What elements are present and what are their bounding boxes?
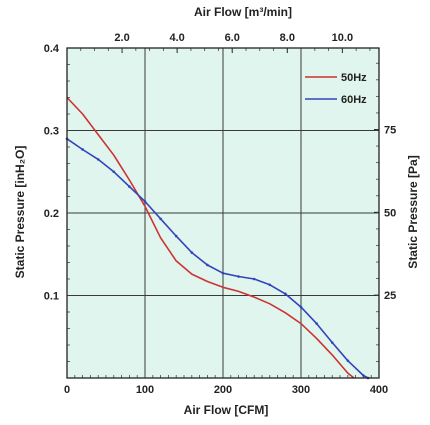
right-tick-label: 50	[384, 207, 396, 219]
series-point-60hz	[346, 359, 350, 362]
x-tick-label: 0	[64, 384, 70, 396]
right-tick-label: 25	[384, 290, 396, 302]
series-point-60hz	[128, 185, 131, 188]
x-tick-label: 300	[292, 384, 310, 396]
series-point-60hz	[96, 158, 100, 161]
series-point-60hz	[330, 341, 334, 344]
right-tick-label: 75	[384, 125, 396, 137]
series-point-60hz	[315, 322, 318, 325]
series-point-60hz	[362, 374, 365, 377]
legend-label-50hz: 50Hz	[341, 72, 367, 84]
y-tick-label: 0.2	[44, 208, 59, 220]
series-point-60hz	[174, 234, 178, 238]
top-tick-label: 4.0	[170, 32, 185, 44]
y-axis-title: Static Pressure [inH₂O]	[13, 146, 27, 279]
y-tick-label: 0.3	[44, 126, 59, 138]
y-tick-label: 0.4	[44, 43, 60, 55]
series-point-60hz	[143, 200, 147, 203]
series-line-50hz	[66, 96, 355, 379]
top-tick-label: 6.0	[225, 32, 240, 44]
top-axis-title: Air Flow [m³/min]	[194, 5, 292, 19]
right-axis-title: Static Pressure [Pa]	[406, 155, 420, 268]
top-tick-label: 2.0	[114, 32, 129, 44]
tick-labels: 0 100 200 300 400 0.1 0.2 0.3 0.4 2.0 4.0 6.0 8.0 10.…	[44, 32, 397, 396]
x-axis-title: Air Flow [CFM]	[184, 403, 269, 417]
grid-lines	[67, 48, 379, 378]
series-point-60hz	[268, 283, 272, 287]
x-tick-label: 100	[136, 384, 154, 396]
series-point-60hz	[112, 170, 116, 174]
series-point-60hz	[206, 263, 209, 267]
top-tick-label: 8.0	[280, 32, 295, 44]
series-point-60hz	[284, 292, 287, 296]
x-tick-label: 400	[370, 384, 388, 396]
series-point-60hz	[252, 277, 256, 281]
legend-label-60hz: 60Hz	[341, 94, 367, 106]
series-point-60hz	[299, 305, 303, 309]
top-tick-label: 10.0	[332, 32, 353, 44]
y-tick-label: 0.1	[44, 291, 59, 303]
plot-frame	[66, 47, 380, 379]
legend: 50Hz 60Hz	[305, 72, 367, 106]
series-point-60hz	[237, 275, 240, 278]
series-point-60hz	[190, 251, 194, 254]
series-point-60hz	[159, 217, 162, 221]
series-point-60hz	[81, 148, 84, 151]
series-point-60hz	[221, 271, 225, 275]
x-tick-label: 200	[214, 384, 232, 396]
